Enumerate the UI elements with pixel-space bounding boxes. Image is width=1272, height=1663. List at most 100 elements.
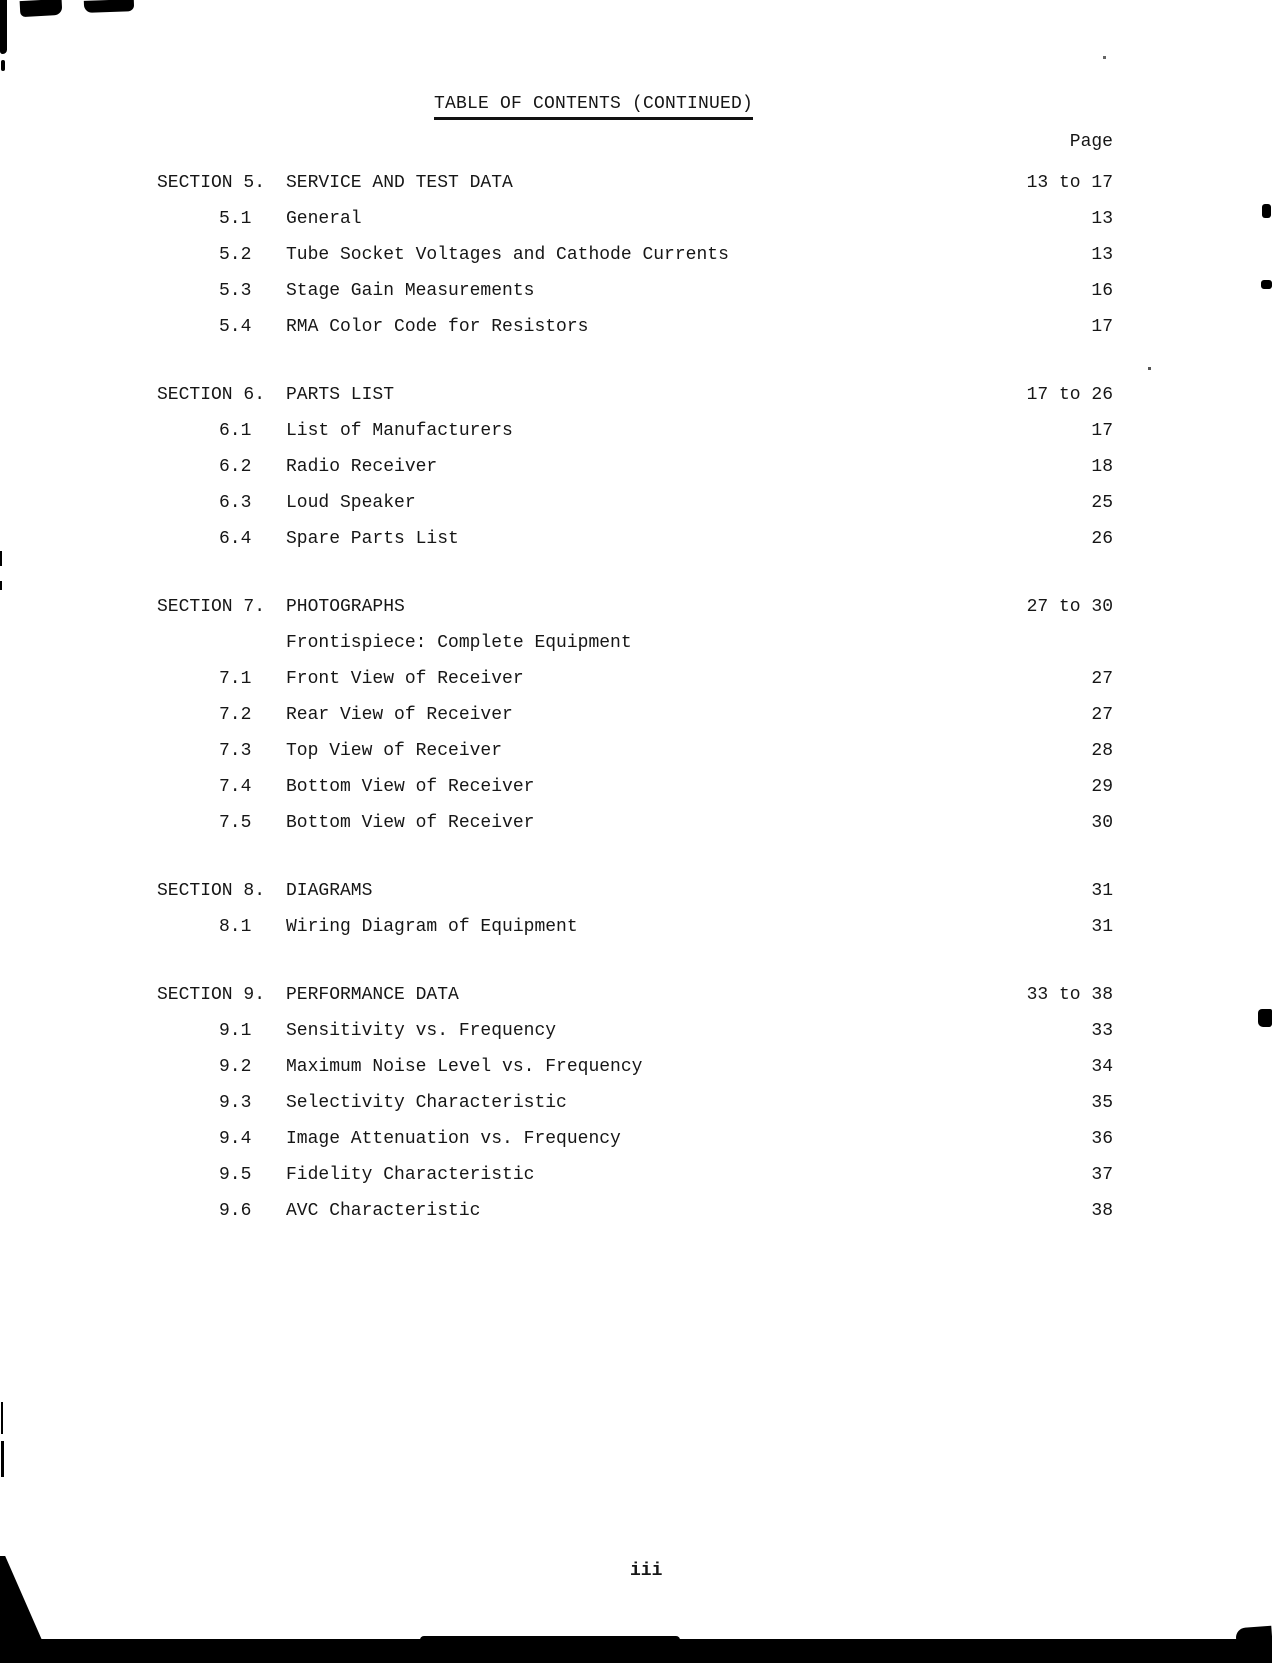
toc-item-row: 5.1 General 13 <box>0 209 1272 229</box>
scan-artifact-right-edge <box>1262 204 1271 218</box>
item-title: Spare Parts List <box>286 529 459 549</box>
section-label: SECTION 7. <box>157 597 266 617</box>
item-number: 9.1 <box>219 1021 252 1041</box>
item-page-number: 31 <box>1091 917 1113 937</box>
item-page-number: 27 <box>1091 705 1113 725</box>
item-title: Rear View of Receiver <box>286 705 513 725</box>
toc-item-row: 7.3 Top View of Receiver 28 <box>0 741 1272 761</box>
section-title: PERFORMANCE DATA <box>286 985 459 1005</box>
item-page-number: 18 <box>1091 457 1113 477</box>
scan-artifact-left-edge <box>0 581 2 590</box>
item-number: 9.6 <box>219 1201 252 1221</box>
item-title: Radio Receiver <box>286 457 438 477</box>
item-number: 6.1 <box>219 421 252 441</box>
item-number: 9.3 <box>219 1093 252 1113</box>
item-title: Bottom View of Receiver <box>286 777 535 797</box>
item-page-number: 26 <box>1091 529 1113 549</box>
item-number: 9.2 <box>219 1057 252 1077</box>
section-title: SERVICE AND TEST DATA <box>286 173 513 193</box>
item-page-number: 17 <box>1091 317 1113 337</box>
section-label: SECTION 5. <box>157 173 266 193</box>
toc-item-row: 6.3 Loud Speaker 25 <box>0 493 1272 513</box>
item-number: 5.2 <box>219 245 252 265</box>
toc-section-row: SECTION 8. DIAGRAMS 31 <box>0 881 1272 901</box>
item-title: Maximum Noise Level vs. Frequency <box>286 1057 643 1077</box>
item-number: 7.4 <box>219 777 252 797</box>
item-page-number: 33 <box>1091 1021 1113 1041</box>
toc-section-row: SECTION 6. PARTS LIST 17 to 26 <box>0 385 1272 405</box>
toc-item-row: 9.3 Selectivity Characteristic 35 <box>0 1093 1272 1113</box>
toc-item-row: 5.2 Tube Socket Voltages and Cathode Curr… <box>0 245 1272 265</box>
item-number: 8.1 <box>219 917 252 937</box>
toc-section-row: SECTION 7. PHOTOGRAPHS 27 to 30 <box>0 597 1272 617</box>
item-title: Wiring Diagram of Equipment <box>286 917 578 937</box>
toc-section-row: SECTION 5. SERVICE AND TEST DATA 13 to 17 <box>0 173 1272 193</box>
item-number: 6.3 <box>219 493 252 513</box>
section-page-range: 33 to 38 <box>1026 985 1113 1005</box>
toc-item-row: 5.3 Stage Gain Measurements 16 <box>0 281 1272 301</box>
toc-item-row: 9.5 Fidelity Characteristic 37 <box>0 1165 1272 1185</box>
toc-item-row: 6.2 Radio Receiver 18 <box>0 457 1272 477</box>
item-number: 9.4 <box>219 1129 252 1149</box>
section-title: PHOTOGRAPHS <box>286 597 405 617</box>
item-number: 7.2 <box>219 705 252 725</box>
section-label: SECTION 9. <box>157 985 266 1005</box>
item-title: Front View of Receiver <box>286 669 524 689</box>
scan-artifact-bottom-right <box>1235 1625 1272 1649</box>
item-title: Selectivity Characteristic <box>286 1093 567 1113</box>
section-label: SECTION 6. <box>157 385 266 405</box>
item-page-number: 36 <box>1091 1129 1113 1149</box>
item-page-number: 38 <box>1091 1201 1113 1221</box>
scan-artifact-speck <box>1103 56 1106 59</box>
item-title: Bottom View of Receiver <box>286 813 535 833</box>
toc-item-row: 7.2 Rear View of Receiver 27 <box>0 705 1272 725</box>
item-title: Sensitivity vs. Frequency <box>286 1021 557 1041</box>
toc-item-row: 9.6 AVC Characteristic 38 <box>0 1201 1272 1221</box>
scan-artifact-right-edge <box>1258 1009 1272 1027</box>
scan-artifact-left-edge <box>1 60 5 71</box>
item-number: 7.5 <box>219 813 252 833</box>
scan-artifact-right-edge <box>1261 280 1272 289</box>
toc-item-row: 7.5 Bottom View of Receiver 30 <box>0 813 1272 833</box>
item-title: Image Attenuation vs. Frequency <box>286 1129 621 1149</box>
item-title: RMA Color Code for Resistors <box>286 317 589 337</box>
toc-item-row: 6.1 List of Manufacturers 17 <box>0 421 1272 441</box>
item-page-number: 37 <box>1091 1165 1113 1185</box>
item-title: Loud Speaker <box>286 493 416 513</box>
item-page-number: 16 <box>1091 281 1113 301</box>
item-number: 5.1 <box>219 209 252 229</box>
item-page-number: 35 <box>1091 1093 1113 1113</box>
item-title: Fidelity Characteristic <box>286 1165 535 1185</box>
scan-artifact-left-edge <box>1 1441 4 1477</box>
item-title: Frontispiece: Complete Equipment <box>286 633 632 653</box>
section-title: PARTS LIST <box>286 385 395 405</box>
item-page-number: 27 <box>1091 669 1113 689</box>
section-page-range: 27 to 30 <box>1026 597 1113 617</box>
item-title: List of Manufacturers <box>286 421 513 441</box>
section-label: SECTION 8. <box>157 881 266 901</box>
item-number: 5.4 <box>219 317 252 337</box>
item-title: AVC Characteristic <box>286 1201 481 1221</box>
section-page-range: 13 to 17 <box>1026 173 1113 193</box>
toc-item-row: 5.4 RMA Color Code for Resistors 17 <box>0 317 1272 337</box>
toc-section-row: SECTION 9. PERFORMANCE DATA 33 to 38 <box>0 985 1272 1005</box>
item-number: 6.2 <box>219 457 252 477</box>
scan-artifact-top-mark <box>83 0 135 13</box>
item-page-number: 28 <box>1091 741 1113 761</box>
page-title: TABLE OF CONTENTS (CONTINUED) <box>434 94 754 120</box>
scan-artifact-left-edge <box>0 551 2 566</box>
toc-item-row: 7.1 Front View of Receiver 27 <box>0 669 1272 689</box>
toc-item-row: 9.2 Maximum Noise Level vs. Frequency 34 <box>0 1057 1272 1077</box>
toc-item-row: 9.4 Image Attenuation vs. Frequency 36 <box>0 1129 1272 1149</box>
toc-item-row: 6.4 Spare Parts List 26 <box>0 529 1272 549</box>
section-title: DIAGRAMS <box>286 881 373 901</box>
item-page-number: 30 <box>1091 813 1113 833</box>
item-title: Top View of Receiver <box>286 741 503 761</box>
item-page-number: 25 <box>1091 493 1113 513</box>
item-title: Tube Socket Voltages and Cathode Current… <box>286 245 729 265</box>
item-number: 7.1 <box>219 669 252 689</box>
item-page-number: 13 <box>1091 245 1113 265</box>
item-number: 9.5 <box>219 1165 252 1185</box>
item-number: 7.3 <box>219 741 252 761</box>
